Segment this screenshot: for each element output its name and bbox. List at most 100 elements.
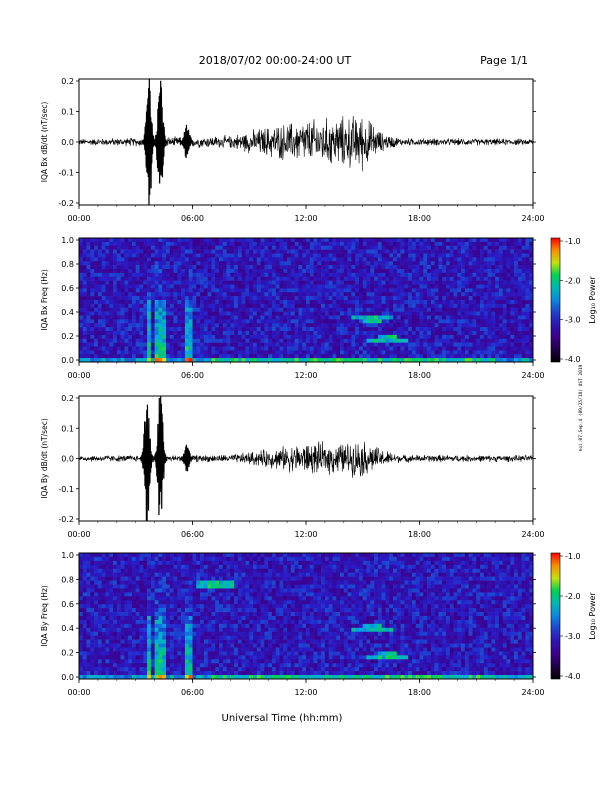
heat-cell (90, 659, 95, 664)
heat-cell (430, 296, 435, 301)
heat-cell (94, 350, 99, 355)
heat-cell (521, 327, 526, 332)
heat-cell (529, 261, 534, 266)
heat-cell (498, 350, 504, 355)
heat-cell (131, 257, 137, 262)
heat-cell (404, 311, 409, 316)
heat-cell (79, 288, 84, 293)
heat-cell (381, 249, 386, 254)
heat-cell (188, 643, 193, 648)
heat-cell (101, 608, 106, 613)
heat-cell (147, 284, 152, 289)
heat-cell (86, 257, 91, 262)
heat-cell (90, 272, 95, 278)
heat-cell (82, 659, 87, 664)
heat-cell (506, 338, 511, 343)
heat-cell (283, 303, 288, 309)
heat-cell (135, 671, 140, 676)
heat-cell (525, 354, 530, 359)
heat-cell (120, 269, 125, 274)
heat-cell (434, 280, 439, 285)
heat-cell (313, 261, 318, 266)
heat-cell (147, 627, 152, 633)
heat-cell (457, 245, 462, 250)
heat-cell (166, 616, 171, 621)
heat-cell (215, 319, 220, 324)
heat-cell (147, 280, 152, 285)
heat-cell (184, 627, 190, 633)
heat-cell (120, 647, 125, 652)
heat-cell (491, 269, 496, 274)
heat-cell (374, 338, 379, 343)
burst-2-2 (179, 444, 194, 472)
heat-cell (256, 323, 261, 328)
heat-cell (260, 346, 265, 351)
heat-cell (396, 241, 401, 247)
heat-cell (529, 346, 534, 351)
heat-cell (97, 288, 102, 293)
heat-cell (200, 303, 205, 309)
heat-cell (510, 245, 515, 250)
heat-cell (374, 296, 379, 301)
heat-cell (472, 350, 477, 355)
heat-cell (249, 342, 254, 347)
heat-cell (139, 257, 144, 262)
heat-cell (514, 261, 519, 266)
heat-cell (237, 245, 242, 250)
heat-cell (131, 619, 137, 625)
heat-cell (90, 580, 95, 585)
heat-cell (411, 241, 417, 247)
heat-cell (457, 261, 462, 266)
heat-cell (498, 342, 504, 347)
heat-cell (169, 338, 174, 343)
heat-cell (188, 245, 193, 250)
heat-cell (200, 241, 205, 247)
heat-cell (162, 303, 167, 309)
heat-cell (253, 276, 258, 281)
heat-cell (226, 338, 231, 343)
heat-cell (321, 280, 326, 285)
heat-cell (249, 253, 254, 258)
heat-cell (154, 296, 159, 301)
heat-cell (529, 280, 534, 285)
heat-cell (506, 257, 511, 262)
heat-cell (192, 288, 197, 293)
heat-cell (366, 307, 371, 312)
heat-cell (525, 257, 530, 262)
heat-cell (491, 272, 496, 278)
heat-cell (491, 342, 496, 347)
heat-cell (321, 300, 326, 305)
heat-cell (306, 292, 311, 297)
heat-cell (120, 667, 125, 672)
heat-cell (211, 342, 216, 347)
heat-cell (139, 319, 144, 324)
heat-cell (343, 334, 348, 340)
heat-cell (491, 358, 496, 363)
heat-cell (468, 319, 473, 324)
heat-cell (124, 241, 129, 247)
heat-cell (169, 584, 174, 589)
heat-cell (306, 272, 311, 278)
heat-cell (370, 331, 375, 336)
heat-cell (521, 323, 526, 328)
heat-cell (150, 315, 155, 320)
heat-cell (302, 319, 307, 324)
heat-cell (498, 249, 504, 254)
heat-cell (158, 588, 163, 593)
heat-cell (495, 307, 500, 312)
heat-cell (162, 627, 167, 633)
heat-cell (97, 576, 102, 581)
heat-cell (498, 292, 504, 297)
heat-cell (128, 307, 133, 312)
heat-cell (510, 331, 515, 336)
heat-cell (449, 272, 454, 278)
heat-cell (101, 596, 106, 601)
heat-cell (101, 358, 106, 363)
heat-cell (347, 272, 352, 278)
heat-cell (336, 323, 341, 328)
heat-cell (109, 671, 114, 676)
heat-cell (374, 292, 379, 297)
heat-cell (483, 338, 488, 343)
heat-cell (184, 619, 190, 625)
heat-cell (124, 596, 129, 601)
